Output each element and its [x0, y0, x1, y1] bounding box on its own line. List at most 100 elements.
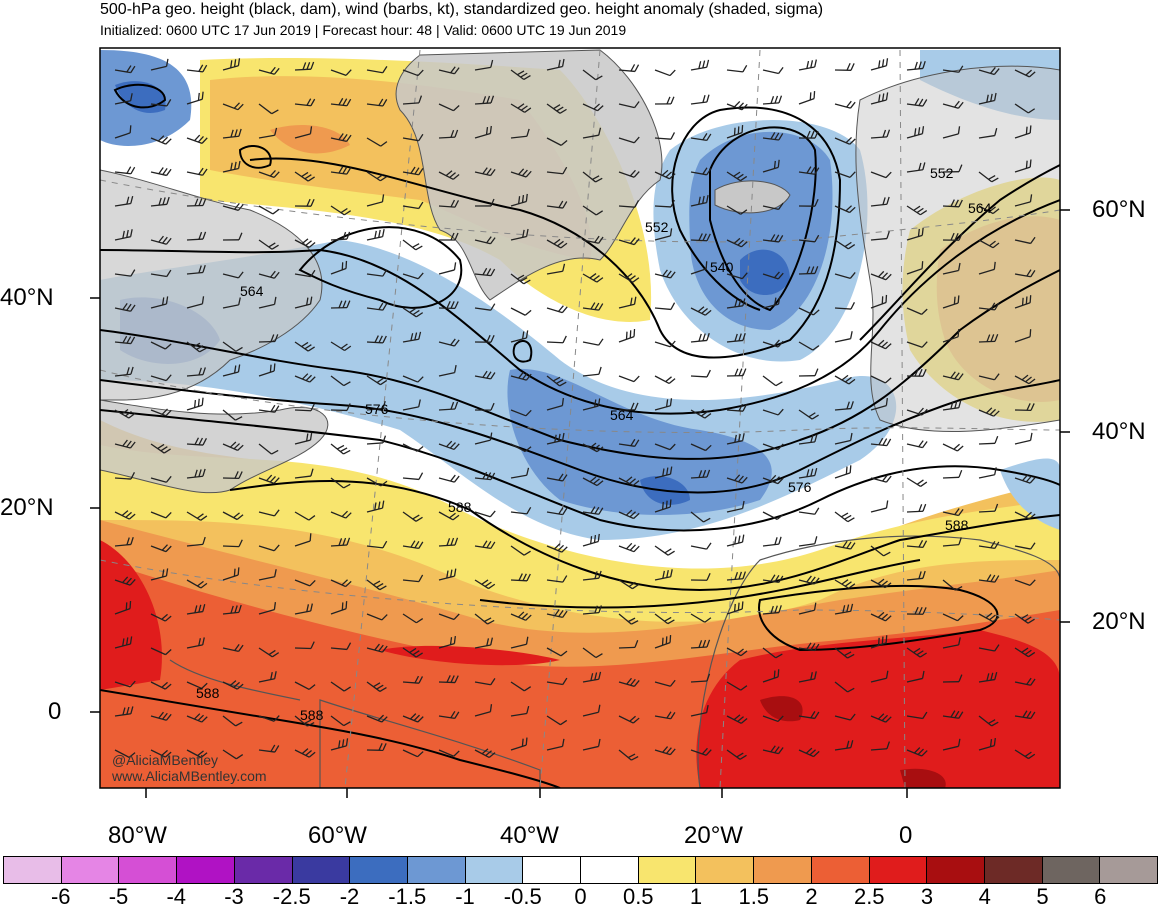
contour-label: 564: [610, 407, 634, 423]
wind-barb: [474, 95, 495, 105]
wind-barb: [618, 542, 640, 553]
wind-barb: [330, 477, 351, 489]
wind-barb: [582, 647, 603, 659]
wind-barb: [798, 368, 819, 377]
wind-barb: [402, 239, 423, 251]
wind-barb: [942, 199, 963, 208]
credit: @AliciaMBentley www.AliciaMBentley.com: [112, 752, 267, 784]
wind-barb: [834, 432, 853, 445]
wind-barb: [510, 371, 532, 381]
right-lat-label: 40°N: [1092, 418, 1146, 445]
wind-barb: [978, 612, 1000, 623]
wind-barb: [150, 443, 171, 454]
wind-barb: [618, 328, 636, 343]
wind-barb: [258, 671, 277, 683]
wind-barb: [1014, 374, 1036, 385]
wind-barb: [834, 374, 856, 385]
wind-barb: [1014, 432, 1033, 445]
wind-barb: [294, 511, 316, 521]
wind-barb: [366, 66, 388, 74]
wind-barb: [762, 271, 784, 280]
wind-barb: [114, 536, 134, 547]
wind-barb: [834, 331, 853, 343]
wind-barb: [114, 576, 136, 586]
wind-barb: [870, 500, 889, 513]
wind-barb: [942, 579, 963, 591]
wind-barb: [906, 368, 927, 377]
bottom-lon-label: 20°W: [684, 822, 743, 849]
wind-barb: [222, 441, 244, 451]
colorbar-label: -4: [166, 884, 187, 909]
wind-barb: [726, 64, 748, 73]
wind-barb: [330, 231, 351, 241]
wind-barb: [870, 339, 892, 350]
anomaly-greenland-1-5: [270, 125, 350, 154]
wind-barb: [834, 239, 856, 250]
wind-barb: [690, 511, 711, 523]
wind-barb: [978, 373, 1000, 381]
wind-barb: [402, 307, 424, 318]
wind-barb: [654, 466, 673, 479]
wind-barb: [654, 132, 676, 140]
colorbar-label: 4: [978, 884, 991, 909]
wind-barb: [402, 574, 424, 583]
wind-barb: [978, 67, 1000, 76]
wind-barb: [222, 160, 241, 173]
wind-barb: [546, 375, 567, 387]
wind-barb: [762, 669, 780, 683]
wind-barb: [258, 744, 280, 753]
gridline-lon-0: [899, 49, 906, 788]
wind-barb: [798, 409, 819, 420]
wind-barb: [690, 233, 711, 242]
wind-barb: [942, 469, 963, 479]
wind-barb: [366, 500, 385, 513]
wind-barb: [798, 266, 819, 275]
wind-barb: [510, 193, 528, 207]
contour-570: [100, 269, 1060, 460]
wind-barb: [762, 375, 783, 387]
wind-barb: [258, 239, 279, 250]
wind-barb: [474, 125, 492, 139]
anomaly-band-0-5: [100, 445, 1060, 622]
gridline-lon-20W: [719, 49, 761, 788]
wind-barb: [906, 503, 927, 513]
wind-barb: [618, 200, 640, 208]
colorbar-label: 0: [574, 884, 587, 909]
wind-barb: [402, 95, 423, 105]
wind-barb: [402, 399, 421, 411]
contour-label: 588: [196, 685, 220, 701]
wind-barb: [546, 677, 568, 686]
wind-barb: [618, 101, 640, 109]
wind-barb: [618, 509, 640, 520]
wind-barb: [114, 636, 133, 649]
wind-barb: [834, 465, 852, 479]
wind-barb: [978, 503, 999, 513]
wind-barb: [402, 443, 424, 452]
wind-barb: [546, 647, 568, 657]
wind-barb: [798, 536, 818, 547]
wind-barb: [546, 238, 568, 249]
wind-barb: [150, 475, 172, 483]
contour-552-b: [859, 164, 1060, 341]
contour-582: [100, 409, 1060, 532]
credit-website: www.AliciaMBentley.com: [112, 768, 267, 784]
wind-barb: [1014, 403, 1035, 412]
wind-barb: [546, 543, 568, 553]
wind-barb: [690, 443, 712, 452]
wind-barb: [618, 296, 637, 309]
colorbar-labels: -6 -5 -4 -3 -2.5 -2 -1.5 -1 -0.5 0 0.5 1 1.5 2 2.5 3 4 5 6: [0, 884, 1160, 912]
wind-barb: [654, 679, 676, 687]
wind-barb: [546, 137, 568, 146]
wind-barb: [150, 296, 169, 309]
wind-barb: [978, 435, 999, 445]
wind-barb: [618, 402, 639, 411]
wind-barb: [582, 366, 602, 377]
wind-barb: [114, 366, 134, 377]
wind-barb: [942, 126, 961, 139]
wind-barb: [186, 198, 207, 207]
wind-barb: [258, 170, 280, 179]
wind-barb: [726, 100, 748, 111]
wind-barb: [330, 403, 351, 412]
wind-barb: [654, 96, 675, 105]
bottom-lon-label: 80°W: [108, 822, 167, 849]
